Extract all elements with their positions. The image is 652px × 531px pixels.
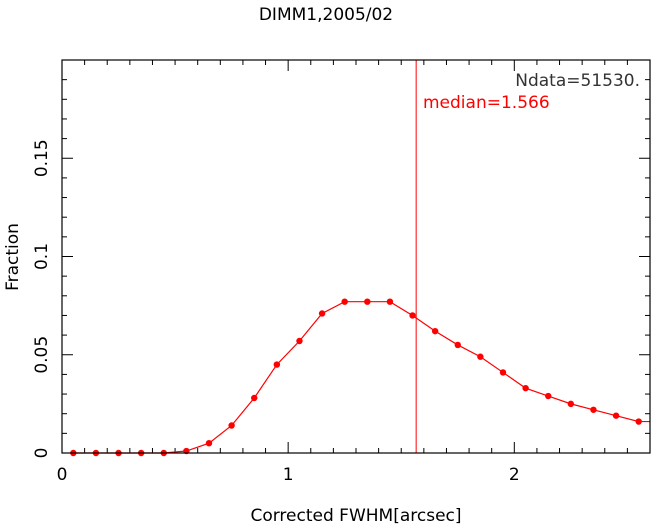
data-point	[228, 422, 234, 428]
y-tick-label: 0.05	[32, 336, 52, 374]
x-tick-label: 2	[509, 465, 520, 485]
data-point	[545, 393, 551, 399]
data-point	[613, 412, 619, 418]
y-tick-label: 0	[32, 448, 52, 459]
data-point	[296, 338, 302, 344]
data-point	[206, 440, 212, 446]
chart-title: DIMM1,2005/02	[259, 5, 393, 25]
data-point	[319, 310, 325, 316]
x-axis-label: Corrected FWHM[arcsec]	[250, 506, 461, 526]
data-point	[409, 312, 415, 318]
median-annotation: median=1.566	[423, 93, 550, 113]
data-point	[590, 407, 596, 413]
series-layer	[70, 298, 650, 456]
data-point	[387, 298, 393, 304]
data-point	[274, 361, 280, 367]
data-point	[568, 401, 574, 407]
data-point	[364, 298, 370, 304]
data-point	[455, 342, 461, 348]
data-point	[477, 354, 483, 360]
y-axis-label: Fraction	[3, 223, 23, 291]
data-point	[635, 418, 641, 424]
y-tick-label: 0.1	[32, 243, 52, 270]
y-tick-label: 0.15	[32, 139, 52, 177]
data-point	[500, 369, 506, 375]
data-point	[341, 298, 347, 304]
x-tick-label: 0	[57, 465, 68, 485]
ndata-annotation: Ndata=51530.	[515, 71, 640, 91]
data-point	[432, 328, 438, 334]
data-point	[251, 395, 257, 401]
data-point	[522, 385, 528, 391]
x-tick-label: 1	[283, 465, 294, 485]
series-line	[73, 302, 650, 453]
axis-ticks	[62, 60, 650, 453]
axis-tick-labels: 0 1 2 0 0.05 0.1 0.15	[32, 139, 520, 485]
plot-frame	[62, 60, 650, 453]
